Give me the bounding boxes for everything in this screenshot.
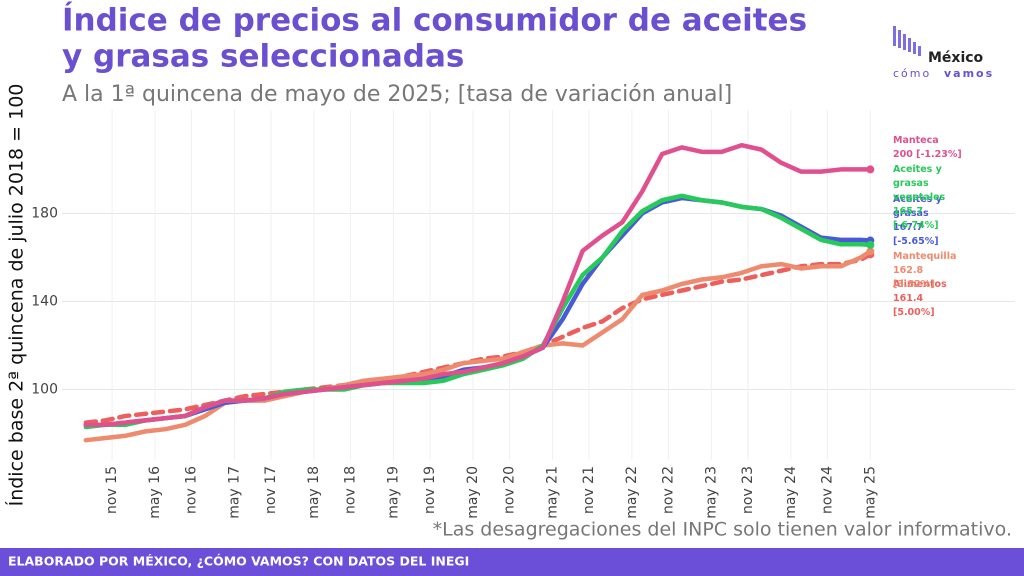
x-tick-label: may 20	[465, 466, 481, 519]
series-line	[83, 142, 873, 428]
x-tick-label: nov 19	[422, 466, 438, 514]
x-tick-label: nov 21	[581, 466, 597, 514]
x-tick-label: may 24	[783, 466, 799, 519]
logo-bar	[918, 46, 921, 56]
x-tick-label: may 23	[703, 466, 719, 519]
x-tick-label: may 16	[147, 466, 163, 519]
legend-name: Aceites y grasas vegetales	[893, 164, 946, 203]
x-tick-label: may 25	[862, 466, 878, 519]
logo-bar	[898, 30, 901, 48]
end-point	[866, 240, 875, 249]
x-tick-label: nov 15	[104, 466, 120, 514]
logo-bar	[908, 38, 911, 52]
end-value-label: 162.8 [3.82%]	[893, 265, 935, 290]
x-tick-label: nov 24	[819, 466, 835, 514]
logo-text: vamos	[944, 67, 994, 80]
legend-name: Alimentos	[893, 279, 947, 290]
end-value-label: 161.4 [5.00%]	[893, 293, 935, 318]
end-point	[866, 247, 875, 256]
logo-text: México	[928, 50, 984, 66]
chart-title: Índice de precios al consumidor de aceit…	[62, 3, 807, 39]
x-tick-label: nov 22	[660, 466, 676, 514]
legend-name: Manteca	[893, 135, 939, 146]
footnote: *Las desagregaciones del INPC solo tiene…	[433, 519, 1012, 541]
end-value-label: 165.7 [-6.74%]	[893, 206, 939, 231]
legend-entry: Aceites y grasas 167.7 [-5.65%]	[893, 193, 965, 249]
end-value-label: 167.7 [-5.65%]	[893, 222, 939, 247]
x-tick-label: nov 16	[184, 466, 200, 514]
logo-text: cómo	[893, 67, 931, 80]
logo: México cómo vamos	[893, 26, 994, 80]
legend-name: Mantequilla	[893, 251, 957, 262]
logo-bar	[893, 26, 896, 46]
legend-entry: Mantequilla 162.8 [3.82%]	[893, 250, 965, 292]
x-tick-label: nov 20	[501, 466, 517, 514]
x-tick-label: nov 18	[343, 466, 359, 514]
logo-bar	[913, 42, 916, 54]
legend-entry: Manteca 200 [-1.23%]	[893, 134, 965, 162]
legend-name: Aceites y grasas	[893, 194, 942, 219]
series-line	[83, 193, 873, 430]
end-value-label: 200 [-1.23%]	[893, 149, 962, 160]
chart-subtitle: A la 1ª quincena de mayo de 2025; [tasa …	[62, 82, 732, 107]
logo-bar	[903, 34, 906, 50]
series-line	[83, 252, 873, 425]
y-tick-label: 180	[31, 205, 58, 221]
legend-entry: Alimentos 161.4 [5.00%]	[893, 278, 965, 320]
y-tick-label: 140	[31, 294, 58, 310]
x-tick-label: may 19	[385, 466, 401, 519]
y-axis-label: Índice base 2ª quincena de julio 2018 = …	[5, 84, 28, 507]
x-tick-label: may 22	[624, 466, 640, 519]
x-tick-label: nov 23	[740, 466, 756, 514]
footer-text: ELABORADO POR MÉXICO, ¿CÓMO VAMOS? CON D…	[8, 554, 469, 569]
series-line	[83, 195, 873, 428]
end-point	[866, 165, 875, 174]
x-tick-label: may 21	[544, 466, 560, 519]
x-tick-label: may 18	[306, 466, 322, 519]
legend-entry: Aceites y grasas vegetales 165.7 [-6.74%]	[893, 163, 965, 233]
x-tick-label: nov 17	[263, 466, 279, 514]
y-tick-label: 100	[31, 382, 58, 398]
footer-bar	[0, 548, 1024, 576]
x-tick-label: may 17	[226, 466, 242, 519]
chart-title: y grasas seleccionadas	[62, 39, 464, 75]
